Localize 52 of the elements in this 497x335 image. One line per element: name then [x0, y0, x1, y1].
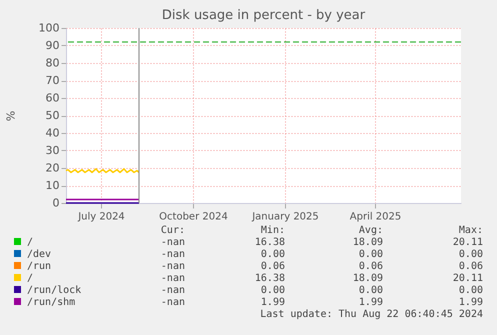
- text: 18.09: [352, 237, 383, 249]
- y-tick-label: 50: [46, 109, 60, 122]
- y-tick-label: 90: [46, 39, 60, 52]
- y-tick-label: 40: [46, 126, 60, 140]
- text: -nan: [160, 297, 185, 309]
- text: Min:: [260, 225, 285, 237]
- y-tick-label: 70: [46, 74, 60, 87]
- legend-label: /dev: [26, 249, 52, 261]
- text: 1.99: [260, 297, 285, 309]
- y-tick-label: 100: [38, 22, 60, 34]
- text: 0.00: [358, 249, 383, 261]
- legend-label: /run: [26, 261, 52, 273]
- y-tick-label: 20: [46, 162, 60, 174]
- text: 1.99: [358, 297, 383, 309]
- text: Cur:: [160, 225, 185, 237]
- x-tick-label: January 2025: [251, 212, 319, 222]
- y-tick-label: 80: [46, 56, 60, 70]
- text: -nan: [160, 249, 185, 261]
- text: 0.00: [260, 249, 285, 261]
- y-tick-label: 10: [46, 179, 60, 192]
- text: Avg:: [358, 225, 383, 237]
- x-tick-label: October 2024: [159, 212, 228, 222]
- text: 20.11: [452, 237, 483, 249]
- legend-label: /run/lock: [26, 285, 82, 297]
- text: 0.06: [458, 261, 483, 273]
- y-tick-label: 60: [46, 92, 60, 104]
- legend-label: /run/shm: [26, 297, 76, 309]
- x-tick-label: July 2024: [77, 212, 125, 222]
- chart-title: Disk usage in percent - by year: [162, 8, 366, 23]
- text: 18.09: [352, 273, 383, 285]
- text: Max:: [458, 225, 483, 237]
- text: -nan: [160, 261, 185, 273]
- text: 0.00: [458, 249, 483, 261]
- text: 20.11: [452, 273, 483, 285]
- text: 0.00: [358, 285, 383, 297]
- legend-label: /: [26, 237, 34, 249]
- y-tick-label: 0: [52, 196, 60, 210]
- text: 0.00: [458, 285, 483, 297]
- text: 0.00: [260, 285, 285, 297]
- text: 1.99: [458, 297, 483, 309]
- text: Last update: Thu Aug 22 06:40:45 2024: [259, 309, 483, 321]
- y-axis-title: %: [4, 110, 18, 122]
- x-tick-label: April 2025: [350, 212, 402, 222]
- text: 16.38: [254, 237, 285, 249]
- y-tick-label: 30: [46, 144, 60, 157]
- text: -nan: [160, 285, 185, 297]
- text: -nan: [160, 273, 185, 285]
- text: -nan: [160, 237, 185, 249]
- legend-label: /: [26, 273, 34, 285]
- text: 0.06: [358, 261, 383, 273]
- text: 0.06: [260, 261, 285, 273]
- text: 16.38: [254, 273, 285, 285]
